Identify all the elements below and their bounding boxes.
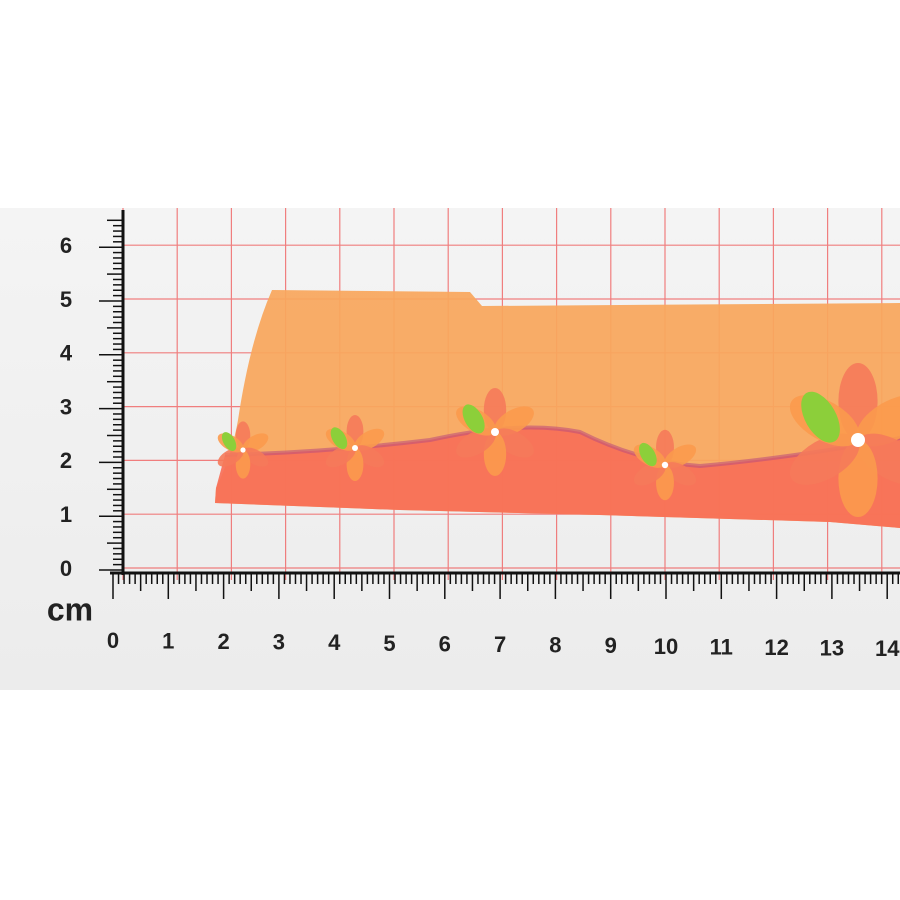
ruler-label: 3 — [60, 394, 72, 419]
ribbon — [215, 290, 900, 528]
ruler-label: 2 — [217, 629, 229, 654]
petal — [354, 445, 385, 468]
ruler-label: 11 — [710, 634, 733, 659]
ruler-label: 13 — [820, 636, 844, 661]
leaf — [801, 391, 840, 443]
leaf — [330, 427, 348, 450]
ruler-label: 5 — [383, 631, 395, 656]
ruler-label: 4 — [328, 630, 341, 655]
ruler-label: 4 — [60, 341, 73, 366]
flower-center — [661, 461, 669, 469]
ruler-label: 6 — [439, 631, 451, 656]
leaf — [221, 432, 237, 451]
petal — [789, 433, 860, 485]
ruler-label: 6 — [60, 233, 72, 258]
ruler-label: 0 — [60, 556, 72, 581]
petal — [856, 395, 900, 447]
ribbon-bottom — [215, 427, 900, 528]
petal — [633, 462, 666, 486]
ruler-label: 8 — [549, 633, 561, 658]
flower-center — [851, 433, 865, 447]
petal — [217, 447, 244, 467]
petal — [456, 428, 496, 458]
petal — [856, 433, 900, 485]
ruler-label: 0 — [107, 628, 119, 653]
ruler-label: 7 — [494, 632, 506, 657]
ruler-label: 3 — [273, 630, 285, 655]
ruler-label: 10 — [654, 634, 678, 659]
petal — [494, 406, 534, 436]
petal — [242, 433, 269, 453]
ruler-label: 1 — [162, 628, 174, 653]
unit-label: cm — [47, 591, 93, 627]
petal — [494, 428, 534, 458]
flower-center — [352, 445, 358, 451]
ruler-label: 2 — [60, 448, 72, 473]
ruler-label: 9 — [605, 633, 617, 658]
petal — [354, 428, 385, 451]
ruler-label: 14 — [875, 636, 900, 661]
petal — [664, 462, 697, 486]
flower-center — [240, 447, 246, 453]
flower-center — [491, 428, 499, 436]
petal — [664, 444, 697, 468]
ruler-label: 5 — [60, 287, 72, 312]
petal — [242, 447, 269, 467]
ruler-label: 1 — [60, 502, 72, 527]
petal — [325, 445, 356, 468]
leaf — [639, 442, 657, 467]
leaf — [462, 404, 485, 434]
ruler-label: 12 — [764, 635, 788, 660]
